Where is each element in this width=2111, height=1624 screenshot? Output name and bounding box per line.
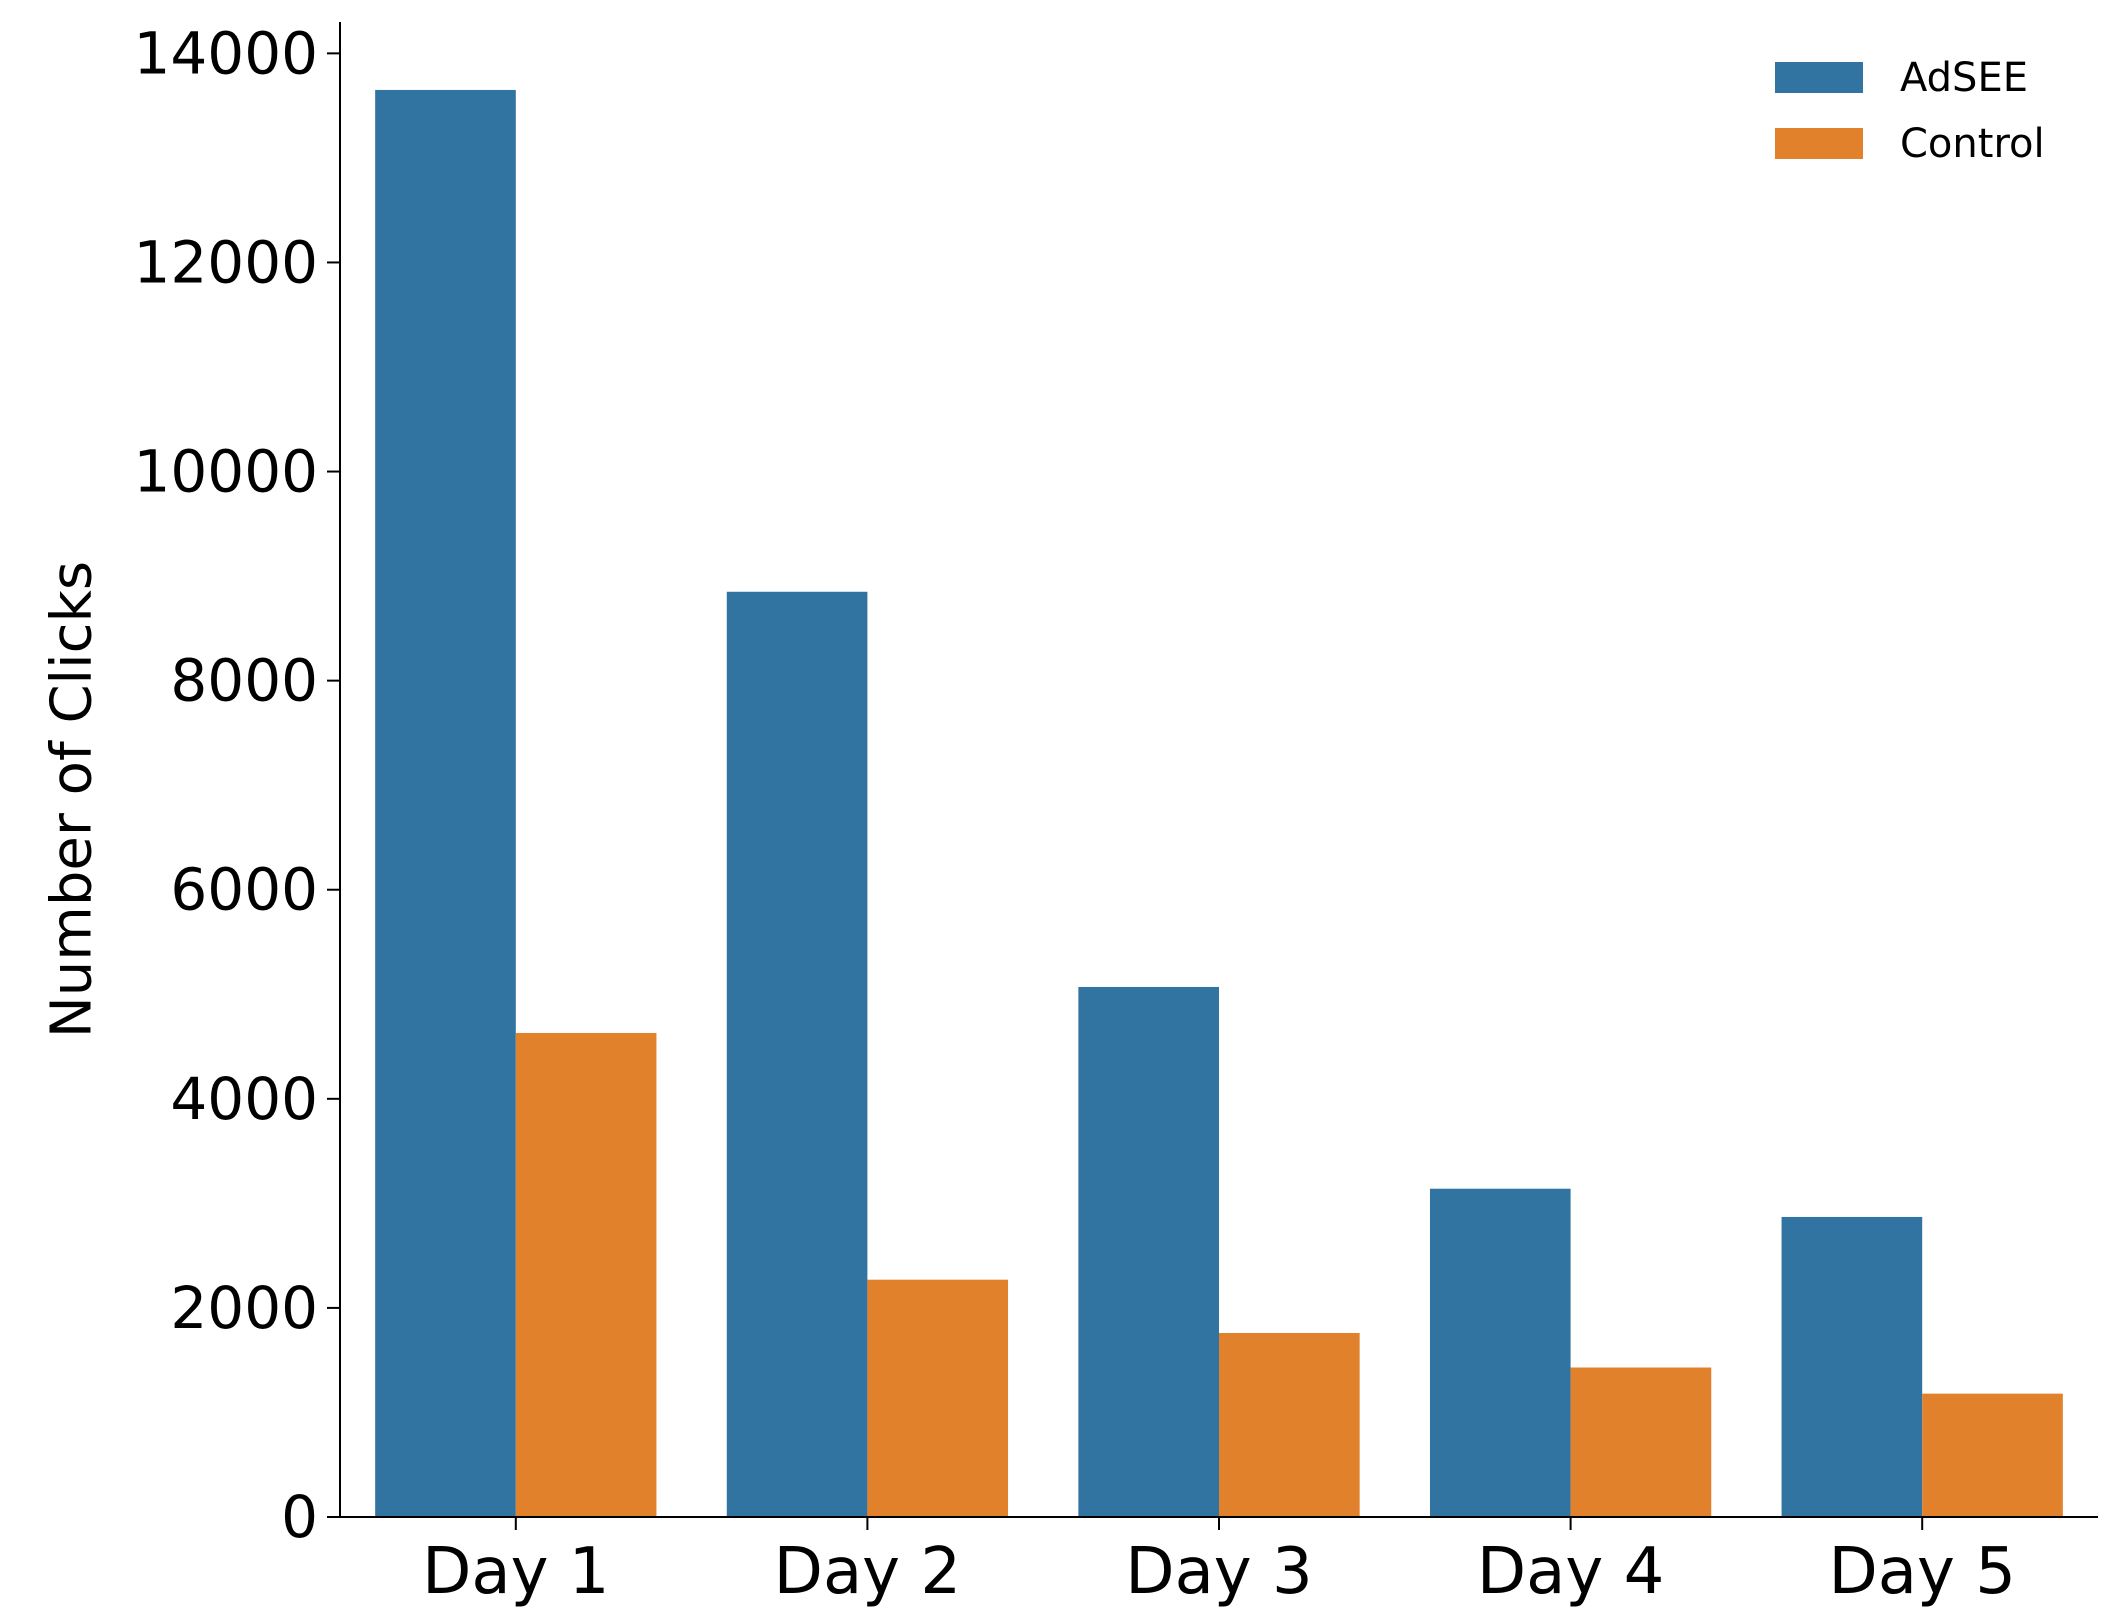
legend: AdSEE Control	[1775, 55, 2045, 167]
y-tick-label: 2000	[170, 1274, 318, 1342]
bar-adsee-5	[1781, 1216, 1923, 1517]
bar-control-1	[515, 1032, 657, 1517]
bar-adsee-3	[1078, 986, 1219, 1517]
x-tick-label: Day 5	[1828, 1535, 2015, 1609]
y-tick-label: 6000	[170, 856, 318, 924]
legend-swatch-control	[1775, 128, 1863, 159]
legend-label-control: Control	[1900, 121, 2045, 167]
bar-control-3	[1219, 1333, 1360, 1517]
x-ticks: Day 1 Day 2 Day 3 Day 4 Day 5	[422, 1517, 2016, 1609]
bar-adsee-1	[375, 89, 516, 1517]
y-ticks: 0 2000 4000 6000 8000 10000 12000 14000	[133, 19, 340, 1551]
x-tick-label: Day 1	[422, 1535, 609, 1609]
bar-adsee-4	[1429, 1188, 1571, 1517]
bars-layer	[375, 89, 2063, 1517]
bar-control-5	[1922, 1393, 2063, 1517]
x-tick-label: Day 2	[774, 1535, 961, 1609]
x-tick-label: Day 3	[1125, 1535, 1312, 1609]
y-tick-label: 0	[281, 1483, 318, 1551]
y-tick-label: 14000	[133, 19, 318, 87]
x-tick-label: Day 4	[1477, 1535, 1664, 1609]
y-tick-label: 8000	[170, 647, 318, 715]
legend-swatch-adsee	[1775, 62, 1863, 93]
y-axis-label: Number of Clicks	[40, 561, 105, 1038]
bar-adsee-2	[726, 591, 868, 1517]
legend-label-adsee: AdSEE	[1900, 55, 2028, 101]
y-tick-label: 10000	[133, 438, 318, 506]
bar-control-2	[867, 1279, 1009, 1517]
y-tick-label: 4000	[170, 1065, 318, 1133]
y-tick-label: 12000	[133, 228, 318, 296]
bar-control-4	[1570, 1367, 1712, 1517]
